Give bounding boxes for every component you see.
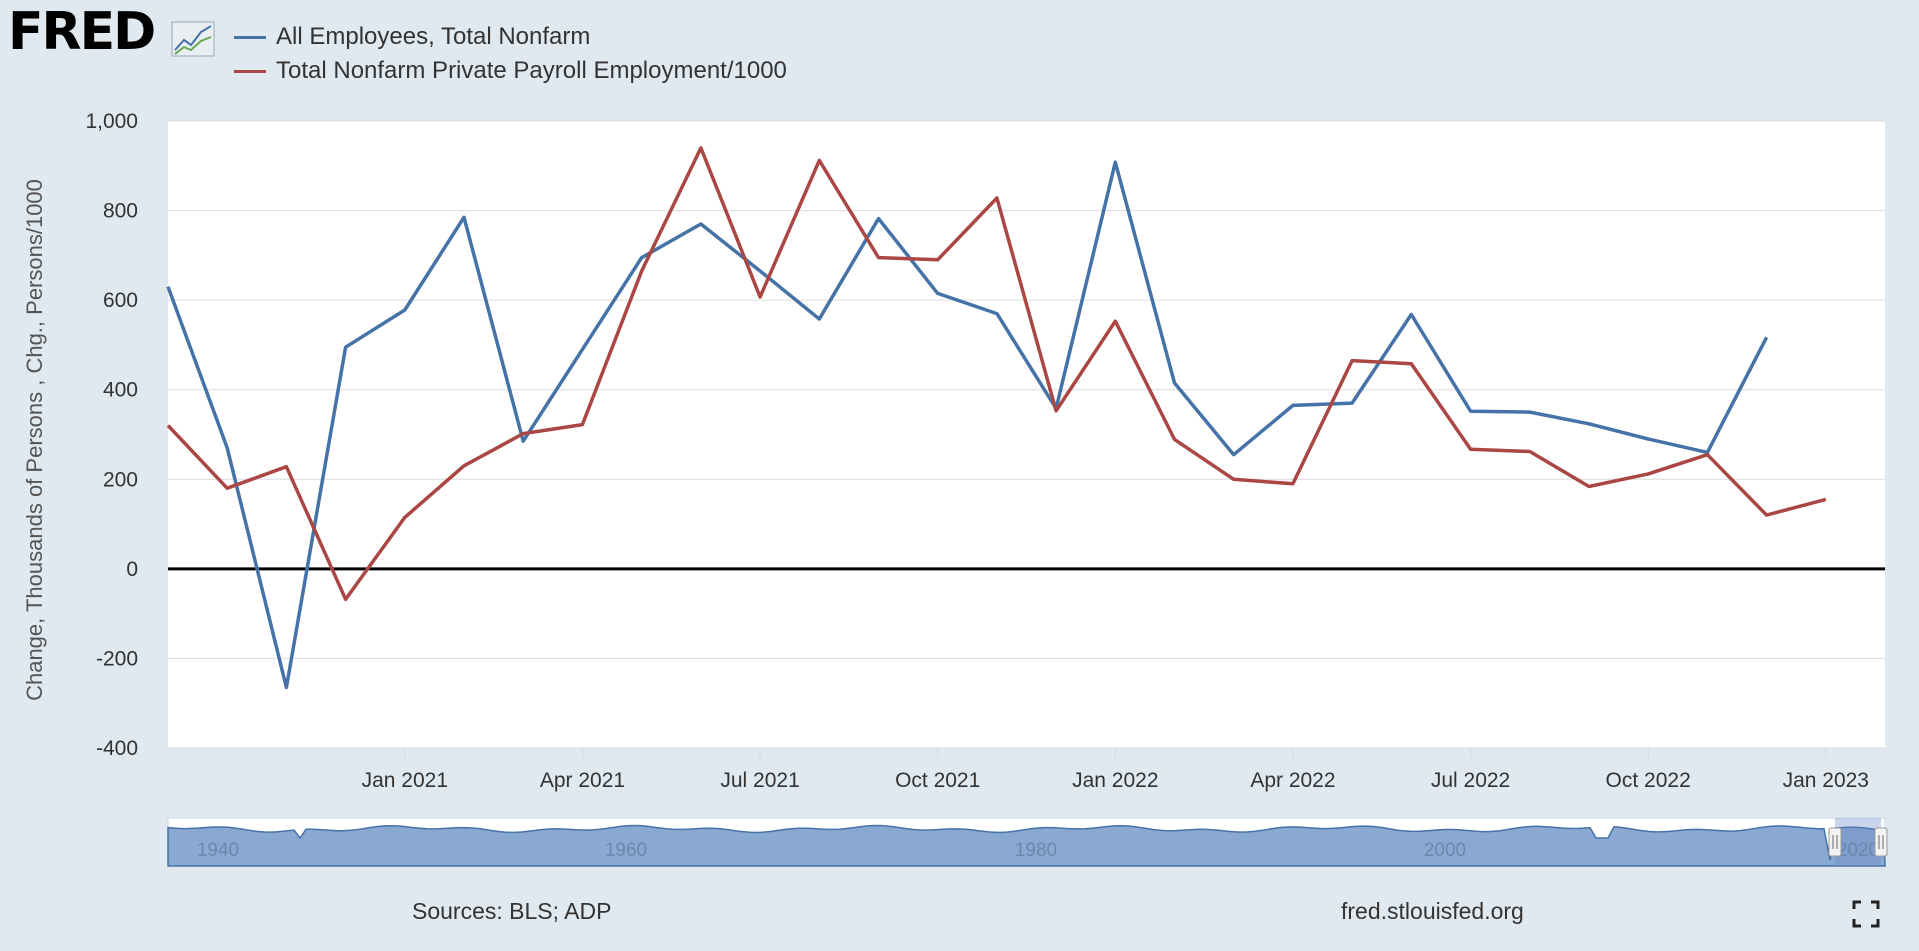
x-tick-label: Apr 2021 <box>540 769 625 792</box>
navigator-label: 2000 <box>1424 840 1466 861</box>
legend-swatch <box>234 35 266 39</box>
legend-item-all-employees[interactable]: All Employees, Total Nonfarm <box>234 22 590 52</box>
fullscreen-icon[interactable] <box>1852 900 1880 928</box>
y-tick-label: 400 <box>103 379 138 402</box>
x-tick-label: Jul 2022 <box>1431 769 1510 792</box>
y-tick-label: -200 <box>96 647 138 670</box>
y-tick-label: 0 <box>126 558 138 581</box>
y-tick-label: -400 <box>96 737 138 760</box>
y-tick-label: 800 <box>103 200 138 223</box>
series-line-0 <box>166 160 1769 690</box>
navigator-handle-right[interactable] <box>1874 827 1888 857</box>
footer-sources: Sources: BLS; ADP <box>412 898 612 924</box>
x-tick-label: Jan 2023 <box>1783 769 1869 792</box>
y-axis-ticks: -400 -200 0 200 400 600 800 1,000 <box>85 110 138 760</box>
x-tick-label: Jan 2021 <box>362 769 448 792</box>
x-tick-label: Oct 2021 <box>895 769 980 792</box>
x-axis-ticks: Jan 2021 Apr 2021 Jul 2021 Oct 2021 Jan 2022… <box>362 748 1869 792</box>
legend-item-private-payroll[interactable]: Total Nonfarm Private Payroll Employment… <box>234 56 787 86</box>
navigator-series <box>167 824 1886 867</box>
navigator-handle-left[interactable] <box>1828 827 1842 857</box>
header: FRED All Employees, Total Nonfarm Total … <box>0 0 1919 110</box>
y-axis-title: Change, Thousands of Persons , Chg., Per… <box>22 179 47 701</box>
x-tick-label: Apr 2022 <box>1250 769 1335 792</box>
fred-logo[interactable]: FRED <box>8 2 156 62</box>
footer-url[interactable]: fred.stlouisfed.org <box>1341 898 1524 924</box>
navigator-label: 1960 <box>605 840 647 861</box>
navigator-label: 1980 <box>1015 840 1057 861</box>
legend-label: Total Nonfarm Private Payroll Employment… <box>276 57 787 84</box>
navigator[interactable]: 1940 1960 1980 2000 2020 <box>167 817 1888 867</box>
chart-line-icon <box>171 21 215 57</box>
legend-swatch <box>234 69 266 73</box>
plot-background <box>168 121 1885 748</box>
navigator-label: 2020 <box>1837 840 1879 861</box>
y-tick-label: 1,000 <box>85 110 138 133</box>
y-tick-label: 200 <box>103 468 138 491</box>
x-tick-label: Jul 2021 <box>720 769 799 792</box>
navigator-label: 1940 <box>197 840 239 861</box>
navigator-selection[interactable] <box>1835 818 1881 866</box>
x-tick-label: Oct 2022 <box>1606 769 1691 792</box>
y-tick-label: 600 <box>103 289 138 312</box>
x-tick-label: Jan 2022 <box>1072 769 1158 792</box>
legend-label: All Employees, Total Nonfarm <box>276 23 591 50</box>
series-line-1 <box>166 146 1827 602</box>
series-lines <box>166 146 1827 690</box>
